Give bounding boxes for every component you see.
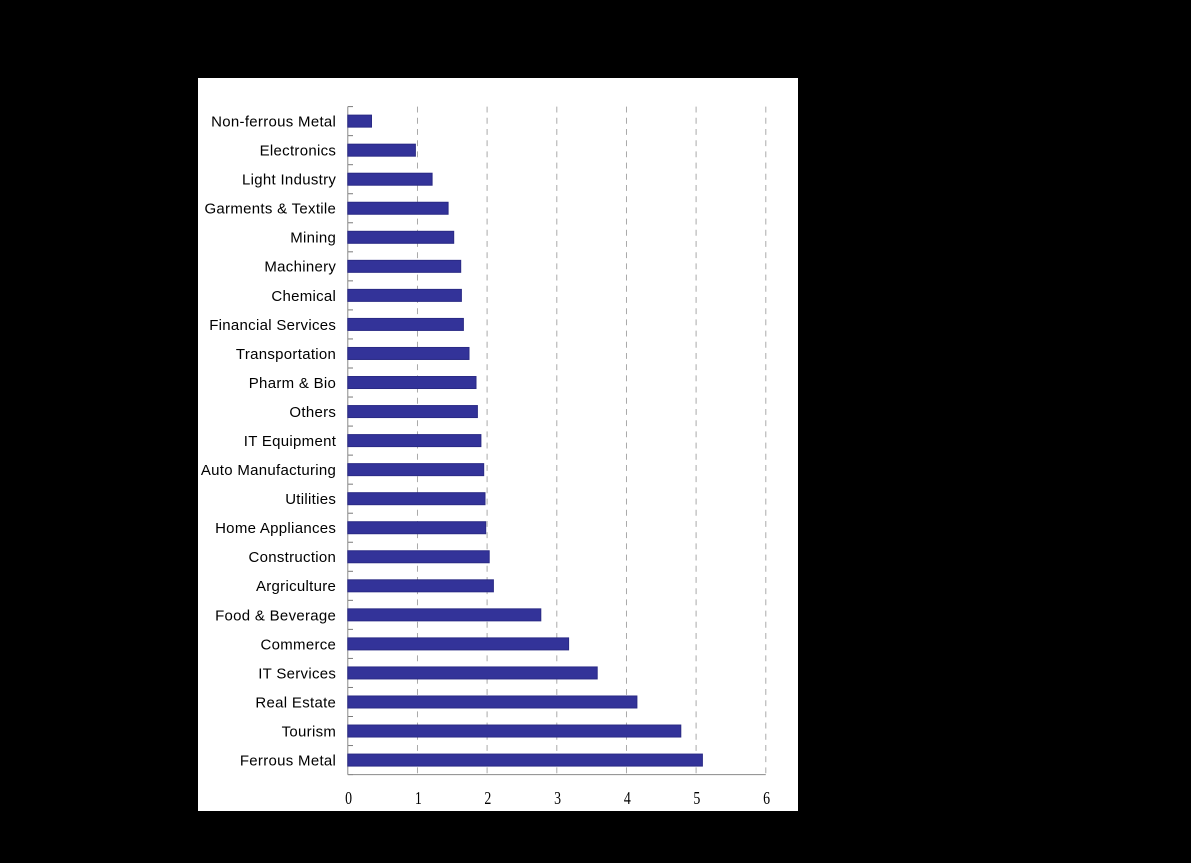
svg-text:5: 5 [693, 789, 700, 808]
svg-text:Auto Manufacturing: Auto Manufacturing [200, 462, 335, 479]
svg-text:0: 0 [345, 789, 352, 808]
svg-text:3: 3 [554, 789, 561, 808]
svg-text:Light Industry: Light Industry [242, 171, 336, 188]
svg-text:1: 1 [414, 789, 421, 808]
svg-text:Utilities: Utilities [285, 491, 336, 508]
svg-text:Others: Others [289, 404, 336, 421]
svg-text:Ferrous Metal: Ferrous Metal [239, 752, 335, 769]
svg-text:Transportation: Transportation [236, 345, 336, 362]
svg-text:Argriculture: Argriculture [256, 578, 336, 595]
svg-text:Food & Beverage: Food & Beverage [215, 607, 336, 624]
svg-text:Non-ferrous Metal: Non-ferrous Metal [211, 113, 336, 130]
svg-text:Electronics: Electronics [259, 142, 336, 159]
svg-text:Commerce: Commerce [260, 636, 336, 653]
svg-text:Garments & Textile: Garments & Textile [204, 200, 336, 217]
svg-text:Construction: Construction [248, 549, 336, 566]
svg-text:Home Appliances: Home Appliances [215, 520, 336, 537]
svg-text:Pharm & Bio: Pharm & Bio [248, 375, 335, 392]
svg-text:Tourism: Tourism [281, 723, 336, 740]
svg-text:Mining: Mining [290, 229, 336, 246]
svg-text:2: 2 [484, 789, 491, 808]
svg-text:6: 6 [763, 789, 770, 808]
svg-text:IT Services: IT Services [258, 665, 336, 682]
svg-text:Real Estate: Real Estate [255, 694, 336, 711]
svg-text:Machinery: Machinery [264, 258, 336, 275]
svg-text:Chemical: Chemical [271, 287, 336, 304]
svg-text:Financial Services: Financial Services [209, 316, 336, 333]
svg-text:4: 4 [623, 789, 630, 808]
svg-text:IT Equipment: IT Equipment [243, 433, 336, 450]
